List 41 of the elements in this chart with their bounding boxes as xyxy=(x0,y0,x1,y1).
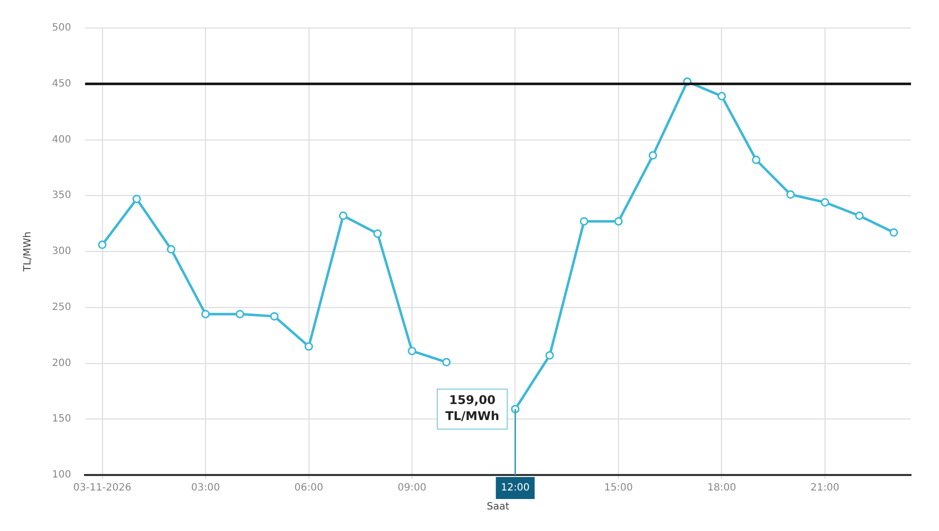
y-axis-title: TL/MWh xyxy=(22,232,34,272)
point xyxy=(132,194,141,204)
point xyxy=(717,92,726,100)
y-tick-label: 200 xyxy=(52,358,72,369)
x-tick-label: 21:00 xyxy=(810,482,840,494)
point xyxy=(545,351,554,360)
point xyxy=(820,198,830,207)
point xyxy=(98,240,107,250)
x-tick-label: 18:00 xyxy=(707,482,736,494)
y-tick-label: 500 xyxy=(52,22,72,34)
point xyxy=(786,190,795,199)
point xyxy=(201,310,210,318)
point xyxy=(580,217,588,226)
y-tick-label: 300 xyxy=(52,246,72,258)
y-tick-label: 400 xyxy=(52,134,72,146)
point xyxy=(236,310,244,318)
y-tick-label: 100 xyxy=(52,470,72,481)
x-tick-label: 03-11-2026 xyxy=(73,482,132,494)
annotation: 159,00 TL/MWh xyxy=(445,393,500,424)
point xyxy=(614,217,623,226)
point xyxy=(752,156,760,164)
point xyxy=(442,358,451,366)
point xyxy=(304,342,314,351)
point xyxy=(338,211,348,220)
point xyxy=(270,312,279,321)
x-axis-title: Saat xyxy=(486,502,510,513)
y-tick-label: 350 xyxy=(52,190,72,202)
x-tick-label: 06:00 xyxy=(294,482,324,494)
point xyxy=(373,229,382,238)
x-tick-label: 03:00 xyxy=(191,482,220,494)
y-tick-label: 150 xyxy=(52,414,72,425)
point xyxy=(408,346,416,356)
y-tick-label: 250 xyxy=(52,302,72,313)
x-tick-label: 09:00 xyxy=(398,482,426,494)
point xyxy=(890,228,898,237)
x-tick-label: 12:00 xyxy=(500,482,530,494)
y-tick-label: 450 xyxy=(52,78,72,90)
point xyxy=(855,211,864,220)
x-tick-label: 15:00 xyxy=(604,482,633,494)
point xyxy=(166,245,176,254)
point xyxy=(648,151,658,160)
